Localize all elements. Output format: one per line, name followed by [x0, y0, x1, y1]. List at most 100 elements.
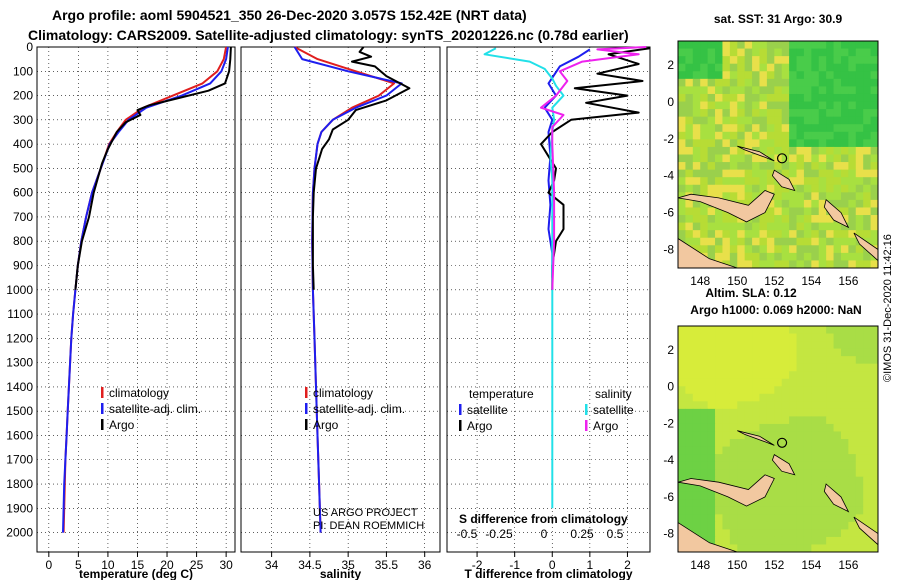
- map-cell: [863, 484, 872, 493]
- map-cell: [833, 184, 842, 193]
- map-cell: [811, 41, 820, 50]
- map-cell: [766, 514, 775, 523]
- map-cell: [744, 408, 753, 417]
- map-cell: [870, 431, 879, 440]
- map-cell: [855, 423, 864, 432]
- map-cell: [811, 461, 820, 470]
- map-cell: [870, 63, 879, 72]
- map-cell: [848, 222, 857, 231]
- map-cell: [840, 237, 849, 246]
- map-cell: [729, 177, 738, 186]
- legend-label: Argo: [593, 419, 619, 433]
- map-frame: [677, 40, 879, 269]
- map-cell: [707, 41, 716, 50]
- map-cell: [803, 378, 812, 387]
- map-cell: [759, 506, 768, 515]
- map-cell: [781, 423, 790, 432]
- map-cell: [737, 386, 746, 395]
- map-cell: [722, 56, 731, 65]
- map-cell: [707, 393, 716, 402]
- map-cell: [840, 86, 849, 95]
- map-cell: [737, 56, 746, 65]
- map-cell: [744, 154, 753, 163]
- map-cell: [707, 237, 716, 246]
- map-cell: [700, 222, 709, 231]
- map-cell: [766, 146, 775, 155]
- map-cell: [707, 222, 716, 231]
- map-cell: [759, 109, 768, 118]
- map-cell: [840, 544, 849, 553]
- map-cell: [759, 101, 768, 110]
- map-cell: [752, 446, 760, 455]
- map-cell: [766, 326, 775, 335]
- map-cell: [737, 439, 746, 448]
- map-cell: [766, 363, 775, 372]
- map-lat-label: 0: [667, 380, 674, 394]
- map-cell: [722, 371, 731, 380]
- map-cell: [826, 461, 835, 470]
- map-cell: [752, 363, 760, 372]
- map-cell: [722, 184, 731, 193]
- map-cell: [826, 169, 835, 178]
- map-cell: [863, 146, 872, 155]
- map-cell: [855, 78, 864, 87]
- map-cell: [789, 56, 798, 65]
- map-cell: [766, 116, 775, 125]
- map-cell: [744, 162, 753, 171]
- map-cell: [692, 162, 701, 171]
- map-cell: [715, 215, 723, 224]
- map-cell: [848, 431, 857, 440]
- map-cell: [826, 408, 835, 417]
- map-cell: [759, 48, 768, 57]
- map-cell: [803, 222, 812, 231]
- map-cell: [870, 78, 879, 87]
- map-cell: [722, 78, 731, 87]
- map-cell: [803, 63, 812, 72]
- map-cell: [848, 529, 857, 538]
- map-cell: [774, 423, 783, 432]
- map-cell: [759, 184, 768, 193]
- map-cell: [707, 499, 716, 508]
- land-mass: [737, 145, 775, 162]
- map-cell: [855, 446, 864, 455]
- map-cell: [848, 348, 857, 357]
- map-cell: [855, 260, 864, 269]
- map-cell: [781, 162, 790, 171]
- map-cell: [722, 177, 731, 186]
- map-cell: [759, 356, 768, 365]
- map-cell: [803, 260, 812, 269]
- map-cell: [796, 41, 805, 50]
- map-cell: [715, 252, 723, 261]
- map-cell: [855, 461, 864, 470]
- map-cell: [803, 245, 812, 254]
- map-cell: [833, 162, 842, 171]
- map-cell: [692, 499, 701, 508]
- map-cell: [826, 521, 835, 530]
- map-cell: [715, 476, 723, 485]
- map-cell: [833, 461, 842, 470]
- map-cell: [774, 469, 783, 478]
- map-cell: [863, 371, 872, 380]
- map-cell: [752, 499, 760, 508]
- map-cell: [729, 230, 738, 239]
- map-cell: [803, 341, 812, 350]
- map-cell: [789, 423, 798, 432]
- map-cell: [774, 146, 783, 155]
- map-cell: [870, 348, 879, 357]
- map-cell: [855, 86, 864, 95]
- map-cell: [803, 93, 812, 103]
- y-tick-label: 500: [13, 161, 33, 175]
- map-cell: [729, 222, 738, 231]
- map-cell: [729, 56, 738, 65]
- map-cell: [781, 416, 790, 425]
- map-cell: [826, 154, 835, 163]
- map-cell: [722, 169, 731, 178]
- map-cell: [811, 506, 820, 515]
- map-cell: [744, 184, 753, 193]
- map-cell: [870, 341, 879, 350]
- map-cell: [729, 521, 738, 530]
- map-cell: [744, 252, 753, 261]
- land-mass: [677, 190, 775, 223]
- map-cell: [729, 86, 738, 95]
- map-cell: [833, 408, 842, 417]
